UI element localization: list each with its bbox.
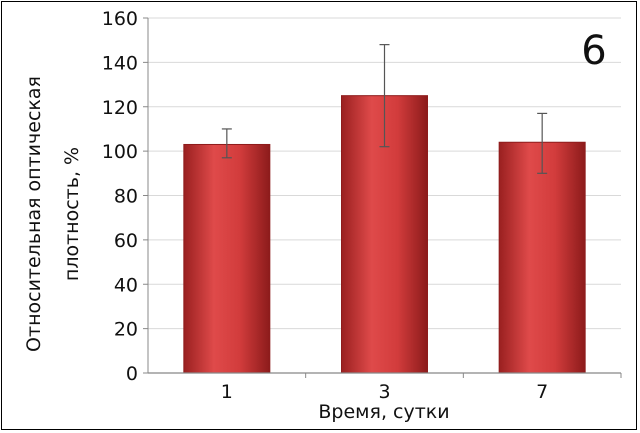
x-tick-label-3: 3 xyxy=(378,381,390,403)
y-tick-labels: 0 20 40 60 80 100 120 140 160 xyxy=(102,8,138,385)
bars-group xyxy=(183,95,586,374)
y-tick-label: 140 xyxy=(102,52,138,74)
y-tick-label: 40 xyxy=(114,274,138,296)
y-axis-label-line1: Относительная оптическая xyxy=(23,76,45,352)
bar-1 xyxy=(183,143,271,374)
y-tick-label: 120 xyxy=(102,97,138,119)
y-tick-label: 100 xyxy=(102,141,138,163)
x-tick-labels: 1 3 7 xyxy=(221,381,548,403)
y-tick-label: 160 xyxy=(102,8,138,30)
y-tick-label: 80 xyxy=(114,186,138,208)
x-tick-label-7: 7 xyxy=(536,381,548,403)
bar-7 xyxy=(498,141,586,374)
y-tick-label: 20 xyxy=(114,319,138,341)
panel-label: 6 xyxy=(581,28,606,74)
y-tick-label: 0 xyxy=(126,363,138,385)
x-axis-label: Время, сутки xyxy=(318,401,449,423)
y-axis-label-line2: плотность, % xyxy=(61,147,83,281)
axes-group xyxy=(143,17,622,378)
y-tick-label: 60 xyxy=(114,230,138,252)
x-tick-label-1: 1 xyxy=(221,381,233,403)
error-bars-group xyxy=(221,44,548,174)
